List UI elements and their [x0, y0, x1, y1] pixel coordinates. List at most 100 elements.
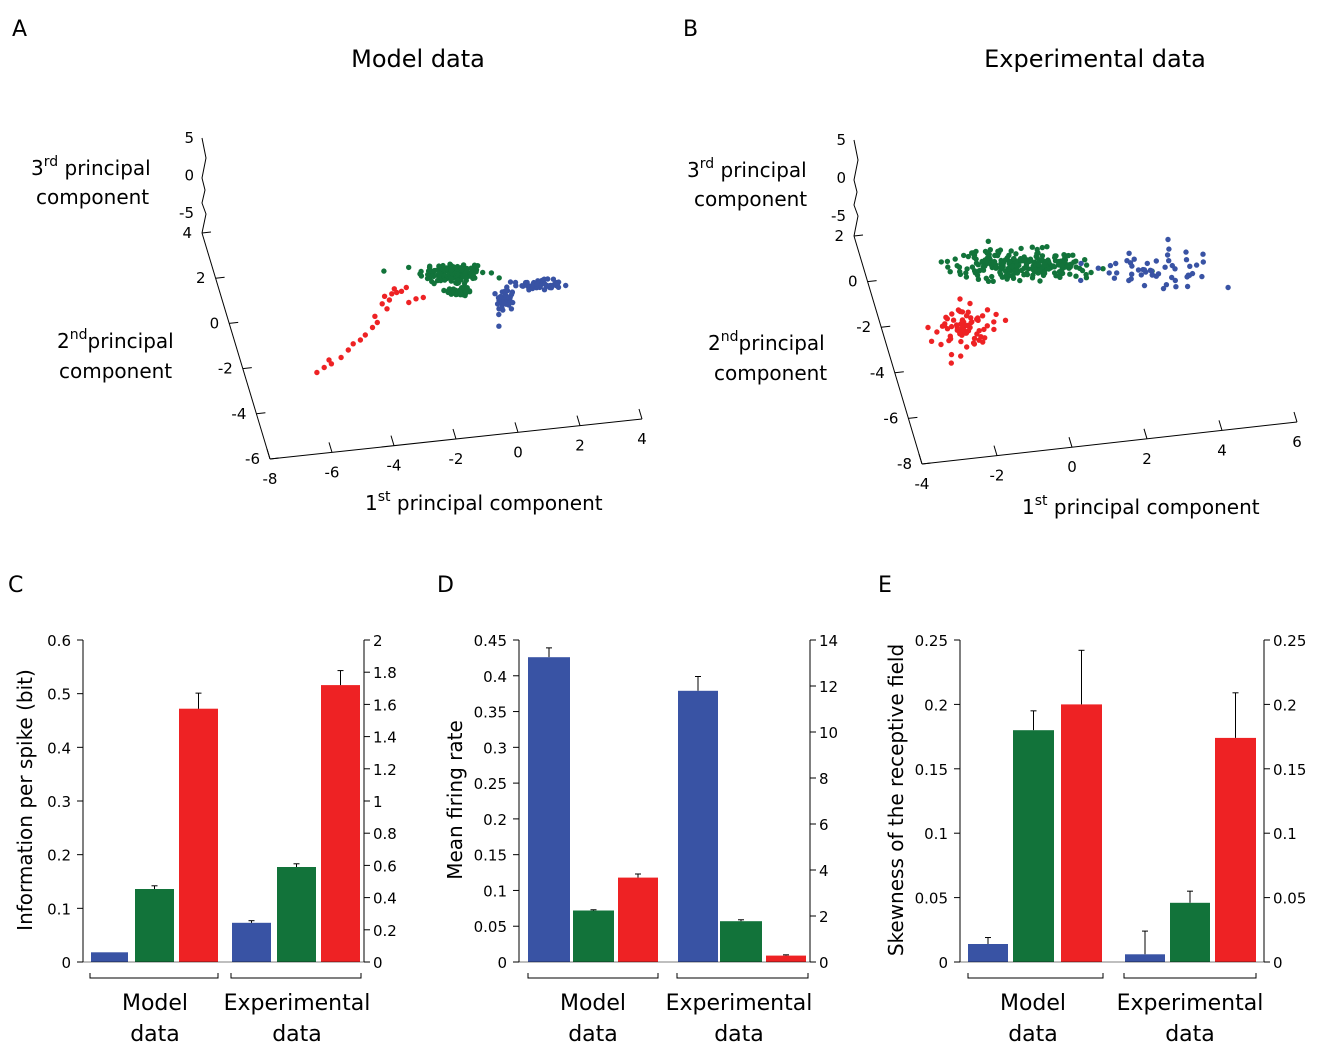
- panel-a-point-red: [357, 337, 364, 343]
- panel-b-point-blue: [1149, 272, 1156, 278]
- panel-d-y2-tick-label: 2: [819, 908, 829, 926]
- panel-a-point-blue: [553, 279, 559, 286]
- panel-b-x-tick: [1068, 437, 1073, 448]
- panel-b-point-red: [981, 326, 987, 333]
- panel-c-y-tick-label: 0.4: [47, 739, 71, 757]
- panel-a-point-green: [463, 288, 469, 294]
- panel-b-point-blue: [1200, 251, 1206, 257]
- panel-b-point-green: [1061, 252, 1067, 258]
- panel-b-y-tick: [881, 325, 891, 328]
- panel-a-y-tick: [215, 276, 225, 279]
- panel-b-point-blue: [1199, 273, 1205, 280]
- panel-e-ylabel: Skewness of the receptive field: [884, 644, 908, 956]
- panel-b-point-blue: [1140, 266, 1146, 273]
- panel-a-point-blue: [508, 306, 515, 312]
- panel-b-point-red: [944, 316, 950, 322]
- panel-b-x-tick-label: 2: [1142, 450, 1152, 468]
- panel-b-point-green: [993, 265, 999, 271]
- panel-a-point-blue: [502, 292, 509, 298]
- panel-b-y-tick: [894, 371, 904, 374]
- svg-text:data: data: [714, 1022, 764, 1047]
- panel-a-y-tick-label: 0: [210, 314, 220, 332]
- panel-a-x-tick-label: -8: [263, 470, 278, 488]
- panel-a-point-blue: [519, 283, 525, 289]
- panel-c-y2-tick-label: 0.2: [373, 922, 397, 940]
- panel-b-point-green: [1100, 266, 1106, 272]
- panel-a-point-red: [379, 301, 385, 307]
- panel-b-point-red: [976, 328, 982, 334]
- panel-e-y-tick-label: 0.1: [924, 825, 948, 843]
- panel-label-c: C: [8, 573, 23, 598]
- panel-a-point-green: [440, 266, 447, 273]
- panel-b-point-red: [991, 326, 997, 333]
- panel-b-point-red: [958, 338, 964, 345]
- panel-a-point-red: [391, 286, 397, 292]
- panel-d-bar-blue: [528, 657, 570, 962]
- panel-d-y-tick-label: 0.4: [483, 668, 507, 686]
- panel-b-x-tick: [1293, 411, 1298, 423]
- panel-b-point-green: [963, 274, 970, 280]
- panel-b-scatter: -4 -2 0 2 4 6 -8 -6 -4 -2 0 2 -5 0 5: [831, 131, 1302, 493]
- panel-e-y-tick-label: 0.05: [915, 890, 948, 908]
- panel-a-point-red: [369, 324, 376, 331]
- panel-b-point-red: [962, 330, 969, 336]
- panel-b-x-axis: [921, 421, 1298, 465]
- panel-b-point-green: [997, 265, 1004, 271]
- panel-b-point-green: [1035, 262, 1042, 268]
- panel-b-point-red: [928, 338, 935, 344]
- panel-a-point-blue: [508, 291, 515, 298]
- panel-b-point-red: [957, 329, 963, 335]
- panel-b-point-red: [971, 341, 978, 347]
- panel-b-point-red: [980, 339, 986, 345]
- panel-b-y-tick: [908, 416, 918, 419]
- panel-b-point-green: [1039, 244, 1046, 251]
- panel-b-point-blue: [1187, 263, 1193, 269]
- panel-b-point-green: [1051, 264, 1058, 270]
- panel-b-z-axis: [853, 139, 859, 237]
- panel-b-point-green: [1079, 267, 1086, 274]
- panel-b-point-green: [989, 273, 995, 280]
- panel-a-point-green: [459, 285, 465, 291]
- panel-b-point-blue: [1078, 277, 1084, 284]
- panel-e-y2-tick-label: 0.1: [1273, 825, 1297, 843]
- panel-b-point-green: [1067, 271, 1073, 277]
- panel-c-bar-chart: 0 0.1 0.2 0.3 0.4 0.5 0.6 0 0.2 0.4 0.6 0.8 1 1.2 1.4 1…: [47, 632, 397, 979]
- svg-text:Model: Model: [1000, 991, 1066, 1016]
- panel-b-point-red: [950, 317, 957, 323]
- panel-a-x-tick: [452, 428, 457, 440]
- panel-b-point-blue: [1144, 260, 1151, 267]
- panel-a-point-blue: [496, 311, 502, 318]
- panel-b-point-green: [982, 248, 989, 255]
- panel-a-point-blue: [534, 281, 540, 287]
- panel-a-point-blue: [494, 301, 501, 307]
- panel-a-y-tick: [229, 321, 239, 324]
- panel-e-y2-tick-label: 0: [1273, 954, 1283, 972]
- panel-a-x-tick: [328, 442, 333, 453]
- panel-b-point-red: [947, 333, 953, 339]
- panel-e-y2-tick-label: 0.05: [1273, 890, 1306, 908]
- panel-b-y-tick: [853, 234, 864, 237]
- panel-a-point-red: [326, 357, 332, 363]
- panel-a-x-tick-label: -6: [325, 463, 340, 481]
- panel-a-point-blue: [501, 300, 507, 307]
- svg-text:2ndprincipal: 2ndprincipal: [57, 327, 174, 353]
- panel-b-point-green: [975, 262, 981, 268]
- panel-b-point-green: [1005, 266, 1011, 272]
- panel-b-point-red: [944, 326, 951, 332]
- panel-b-point-red: [975, 315, 981, 321]
- panel-a-point-blue: [522, 279, 529, 286]
- panel-a-point-green: [461, 280, 468, 287]
- panel-b-point-red: [959, 317, 966, 324]
- panel-d-y-tick-label: 0.25: [474, 775, 507, 793]
- panel-b-point-green: [1073, 258, 1079, 264]
- panel-b-point-blue: [1095, 265, 1102, 271]
- panel-b-point-green: [983, 275, 989, 281]
- panel-c-y2-tick-label: 1.8: [373, 664, 397, 682]
- panel-a-point-green: [473, 269, 479, 275]
- panel-d-y-tick-label: 0.45: [474, 632, 507, 650]
- panel-a-y-tick: [256, 412, 266, 415]
- panel-a-point-green: [448, 262, 454, 269]
- panel-b-point-green: [1088, 269, 1094, 276]
- panel-b-point-red: [991, 319, 997, 325]
